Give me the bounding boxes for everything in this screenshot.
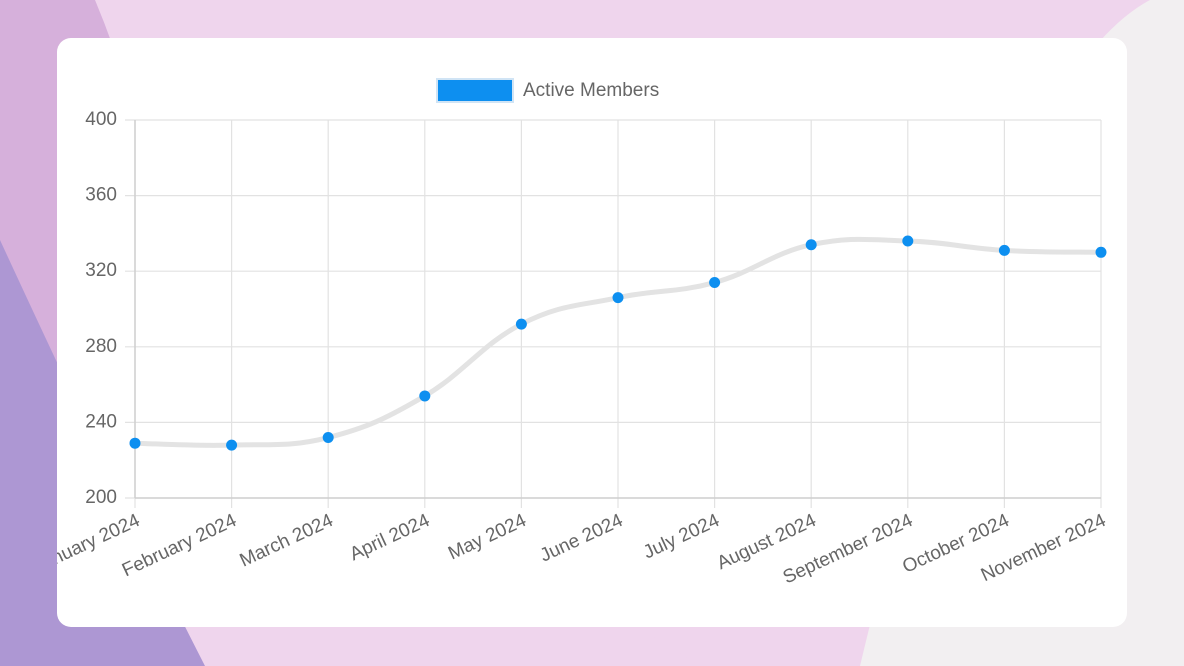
data-point: [805, 239, 817, 251]
data-point: [998, 244, 1010, 256]
data-point: [709, 277, 721, 289]
y-tick-label: 280: [85, 336, 117, 357]
data-point: [129, 437, 141, 449]
data-point: [612, 292, 624, 304]
y-tick-label: 360: [85, 185, 117, 206]
data-point: [1095, 246, 1107, 258]
background-shape: [0, 240, 205, 666]
y-tick-label: 320: [85, 260, 117, 281]
y-tick-label: 400: [85, 109, 117, 130]
legend-swatch: [436, 78, 514, 103]
data-point: [902, 235, 914, 247]
data-point: [515, 318, 527, 330]
data-point: [226, 439, 238, 451]
y-tick-label: 200: [85, 487, 117, 508]
data-point: [419, 390, 431, 402]
data-point: [322, 432, 334, 444]
y-tick-label: 240: [85, 411, 117, 432]
legend-label: Active Members: [523, 80, 659, 101]
card: [57, 38, 1127, 627]
